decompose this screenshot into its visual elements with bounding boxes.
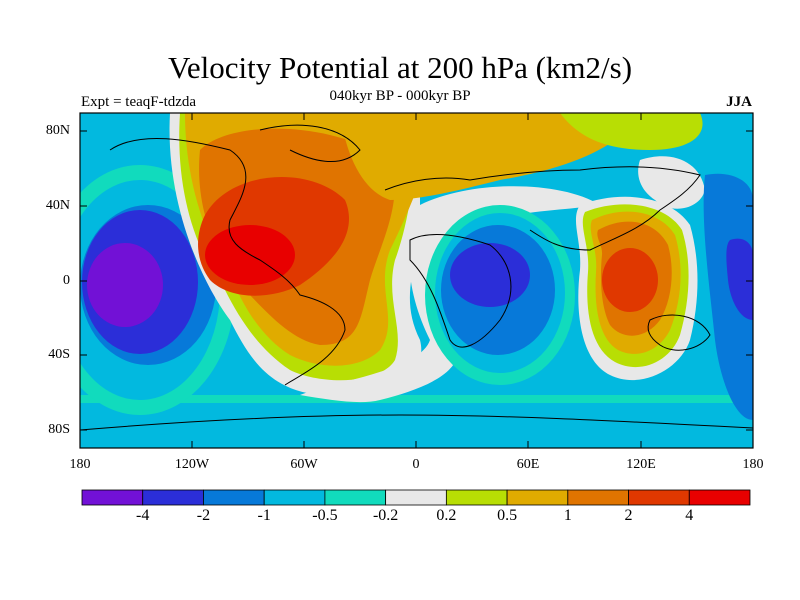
colorbar-label: -4 (136, 507, 150, 524)
lon-tick-label: 120E (626, 457, 656, 472)
coastlines (80, 124, 753, 431)
pacific-low-4 (87, 243, 163, 327)
east-pacific-low-core (726, 238, 753, 320)
colorbar-label: 4 (685, 507, 694, 524)
colorbar-label: -0.2 (372, 507, 399, 524)
eurasia-high (340, 113, 640, 200)
indian-low-3 (450, 243, 530, 307)
contour-field (80, 113, 753, 448)
east-asia-zero (638, 156, 705, 209)
colorbar-label: 2 (624, 507, 633, 524)
colorbar-swatch (263, 489, 326, 506)
maritime-high-4 (602, 248, 658, 312)
north-pacific-transition (560, 113, 703, 150)
band-southern (80, 395, 753, 403)
africa-coastline (409, 234, 512, 348)
lon-tick-label: 60E (516, 457, 540, 472)
colorbar-swatch (81, 489, 144, 506)
colorbar-label: -0.5 (312, 507, 338, 524)
eurasia-coastline (384, 166, 701, 251)
east-pacific-low (703, 173, 753, 420)
colorbar-swatch (567, 489, 629, 506)
colorbar (81, 489, 751, 506)
map-title: Velocity Potential at 200 hPa (km2/s) (167, 50, 633, 85)
lon-tick-label: 0 (412, 457, 420, 472)
colorbar-label: -2 (196, 507, 211, 524)
lon-tick-label: 60W (290, 457, 318, 472)
map-subtitle: 040kyr BP - 000kyr BP (329, 88, 471, 104)
colorbar-swatch (688, 489, 751, 506)
colorbar-swatch (445, 489, 508, 506)
colorbar-swatch (324, 489, 387, 506)
americas-coastline (109, 137, 346, 386)
season-label: JJA (726, 94, 752, 110)
lat-tick-label: 80S (48, 422, 70, 437)
lat-tick-label: 0 (63, 273, 70, 288)
lat-tick-label: 40N (45, 198, 70, 213)
lon-tick-label: 180 (742, 457, 764, 472)
lat-tick-label: 80N (45, 123, 70, 138)
colorbar-label: 0.2 (436, 507, 457, 524)
colorbar-swatch (506, 489, 569, 506)
antarctica-coastline (80, 414, 753, 431)
colorbar-label: -1 (257, 507, 271, 524)
colorbar-swatch (385, 489, 447, 506)
colorbar-label: 0.5 (497, 507, 518, 524)
australia-coastline (647, 314, 711, 351)
axis-ticks (79, 113, 754, 448)
colorbar-swatch (203, 489, 265, 506)
experiment-label: Expt = teaqF-tdzda (81, 94, 197, 110)
lon-tick-label: 120W (174, 457, 210, 472)
colorbar-swatch (142, 489, 204, 506)
colorbar-label: 1 (563, 507, 572, 524)
lon-tick-label: 180 (69, 457, 91, 472)
greenland-coastline (259, 124, 361, 163)
lat-tick-label: 40S (48, 347, 70, 362)
colorbar-swatch (628, 489, 690, 506)
